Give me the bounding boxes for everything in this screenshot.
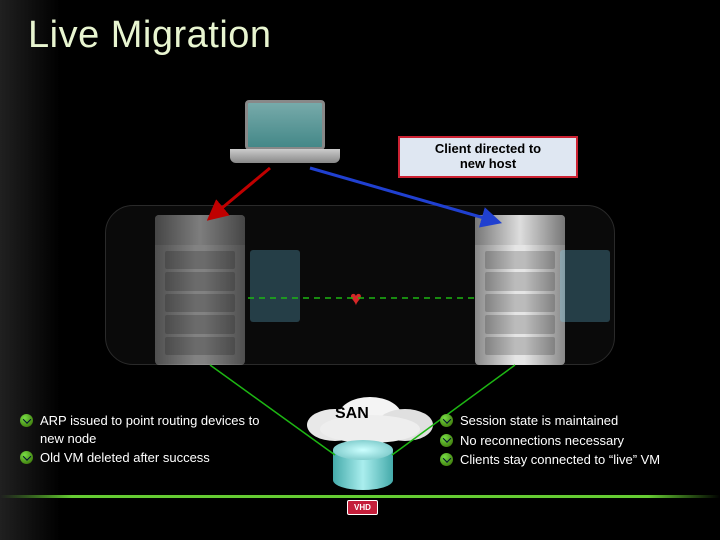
chevron-bullet-icon: [440, 414, 453, 427]
client-laptop-icon: [230, 100, 340, 163]
bullets-right: Session state is maintained No reconnect…: [440, 412, 715, 471]
callout-box: Client directed to new host: [398, 136, 578, 178]
bullet-text: No reconnections necessary: [460, 433, 624, 448]
vm-ghost-right-icon: [560, 250, 610, 322]
heartbeat-icon: ♥: [350, 288, 362, 311]
list-item: Session state is maintained: [440, 412, 715, 430]
chevron-bullet-icon: [440, 453, 453, 466]
list-item: Old VM deleted after success: [20, 449, 285, 467]
bullets-left: ARP issued to point routing devices to n…: [20, 412, 285, 469]
bullet-text: Session state is maintained: [460, 413, 618, 428]
target-host-icon: [475, 215, 565, 365]
bullet-text: Clients stay connected to “live” VM: [460, 452, 660, 467]
footer-divider: [0, 495, 720, 498]
list-item: Clients stay connected to “live” VM: [440, 451, 715, 469]
chevron-bullet-icon: [440, 434, 453, 447]
vm-ghost-left-icon: [250, 250, 300, 322]
source-host-icon: [155, 215, 245, 365]
chevron-bullet-icon: [20, 414, 33, 427]
vhd-badge: VHD: [347, 500, 378, 515]
page-title: Live Migration: [28, 14, 272, 57]
cloud-icon: [300, 395, 440, 443]
list-item: ARP issued to point routing devices to n…: [20, 412, 285, 447]
storage-cylinder-icon: [333, 440, 393, 492]
callout-line2: new host: [414, 157, 562, 172]
list-item: No reconnections necessary: [440, 432, 715, 450]
bullet-text: Old VM deleted after success: [40, 450, 210, 465]
san-label: SAN: [335, 405, 369, 423]
callout-line1: Client directed to: [414, 142, 562, 157]
chevron-bullet-icon: [20, 451, 33, 464]
bullet-text: ARP issued to point routing devices to n…: [40, 413, 259, 446]
